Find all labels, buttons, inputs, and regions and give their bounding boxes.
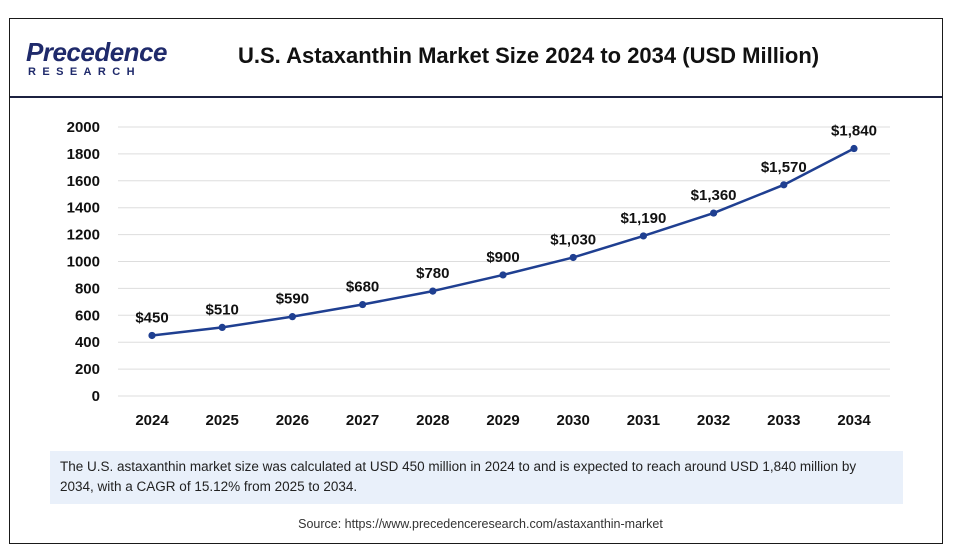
y-tick-label: 400 xyxy=(75,334,100,351)
x-tick-label: 2031 xyxy=(627,412,660,429)
y-tick-label: 800 xyxy=(75,280,100,297)
x-tick-label: 2034 xyxy=(837,412,871,429)
y-tick-label: 1000 xyxy=(67,254,100,271)
summary-note: The U.S. astaxanthin market size was cal… xyxy=(50,451,903,504)
y-tick-label: 2000 xyxy=(67,119,100,136)
data-point xyxy=(218,323,226,332)
logo-subtitle: RESEARCH xyxy=(28,66,141,78)
data-point xyxy=(780,181,788,189)
data-label: $680 xyxy=(346,279,379,296)
data-point xyxy=(499,271,507,279)
x-tick-label: 2030 xyxy=(557,412,590,429)
data-label: $1,360 xyxy=(691,187,737,204)
data-point xyxy=(850,144,858,153)
chart-title: U.S. Astaxanthin Market Size 2024 to 203… xyxy=(238,43,820,68)
source-citation: Source: https://www.precedenceresearch.c… xyxy=(298,517,663,531)
x-tick-label: 2026 xyxy=(276,412,309,429)
data-label: $780 xyxy=(416,265,449,282)
x-tick-label: 2028 xyxy=(416,412,449,429)
data-label: $450 xyxy=(135,309,168,326)
x-tick-label: 2029 xyxy=(486,412,519,429)
x-tick-label: 2032 xyxy=(697,412,730,429)
y-tick-label: 200 xyxy=(75,361,100,378)
y-tick-label: 600 xyxy=(75,307,100,324)
data-point xyxy=(639,232,648,240)
data-point xyxy=(569,253,577,262)
data-label: $900 xyxy=(486,249,519,266)
chart-header: Precedence RESEARCH U.S. Astaxanthin Mar… xyxy=(10,19,942,98)
x-tick-label: 2025 xyxy=(206,412,239,429)
data-label: $1,570 xyxy=(761,159,807,176)
data-label: $510 xyxy=(206,301,239,318)
x-tick-label: 2027 xyxy=(346,412,379,429)
y-tick-label: 1400 xyxy=(67,200,100,217)
data-point xyxy=(359,300,367,309)
logo-wordmark: Precedence xyxy=(26,37,167,67)
data-point xyxy=(429,287,437,295)
x-tick-label: 2024 xyxy=(135,412,169,429)
data-label: $1,190 xyxy=(620,210,666,227)
x-tick-label: 2033 xyxy=(767,412,800,429)
y-tick-label: 0 xyxy=(92,388,100,405)
y-tick-label: 1600 xyxy=(67,173,100,190)
y-tick-label: 1200 xyxy=(67,227,100,244)
series-line xyxy=(151,147,855,337)
data-label: $590 xyxy=(276,291,309,308)
precedence-research-logo: Precedence RESEARCH xyxy=(26,37,167,81)
data-point xyxy=(288,313,296,321)
data-point xyxy=(148,331,156,340)
data-label: $1,030 xyxy=(550,231,596,248)
data-label: $1,840 xyxy=(831,123,877,140)
y-tick-label: 1800 xyxy=(67,146,100,163)
data-point xyxy=(710,209,718,217)
